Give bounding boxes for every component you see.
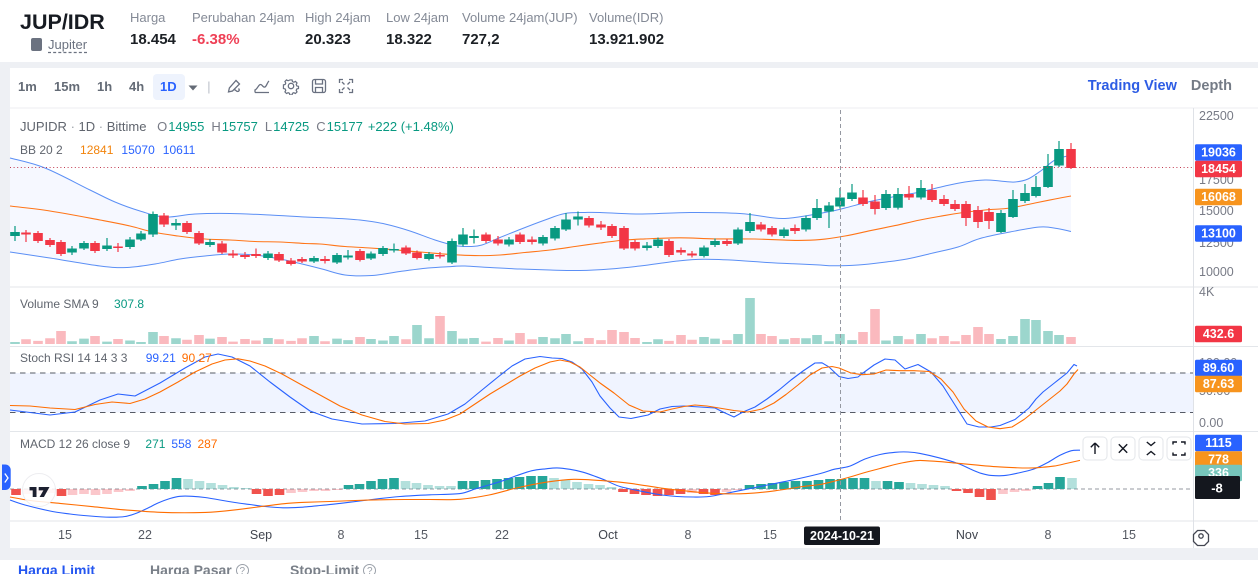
- svg-text:0.00: 0.00: [1199, 416, 1223, 430]
- svg-text:89.60: 89.60: [1203, 361, 1234, 375]
- svg-text:2024-10-21: 2024-10-21: [810, 529, 874, 543]
- svg-text:Oct: Oct: [598, 528, 618, 542]
- svg-text:22: 22: [138, 528, 152, 542]
- svg-text:19036: 19036: [1201, 146, 1236, 160]
- svg-text:1115: 1115: [1205, 436, 1231, 450]
- svg-text:-8: -8: [1211, 481, 1223, 496]
- svg-text:Nov: Nov: [956, 528, 979, 542]
- svg-text:15: 15: [763, 528, 777, 542]
- svg-text:15000: 15000: [1199, 204, 1234, 218]
- svg-text:8: 8: [685, 528, 692, 542]
- svg-text:16068: 16068: [1201, 190, 1236, 204]
- svg-text:22: 22: [495, 528, 509, 542]
- svg-text:432.6: 432.6: [1203, 327, 1234, 341]
- svg-text:15: 15: [58, 528, 72, 542]
- svg-text:10000: 10000: [1199, 265, 1234, 279]
- svg-text:15: 15: [414, 528, 428, 542]
- svg-text:87.63: 87.63: [1203, 377, 1234, 391]
- svg-text:22500: 22500: [1199, 109, 1234, 123]
- svg-text:8: 8: [338, 528, 345, 542]
- svg-text:8: 8: [1045, 528, 1052, 542]
- svg-text:18454: 18454: [1201, 162, 1236, 176]
- svg-text:15: 15: [1122, 528, 1136, 542]
- svg-text:Sep: Sep: [250, 528, 272, 542]
- svg-text:13100: 13100: [1201, 227, 1236, 241]
- svg-text:778: 778: [1208, 453, 1229, 467]
- svg-text:4K: 4K: [1199, 285, 1215, 299]
